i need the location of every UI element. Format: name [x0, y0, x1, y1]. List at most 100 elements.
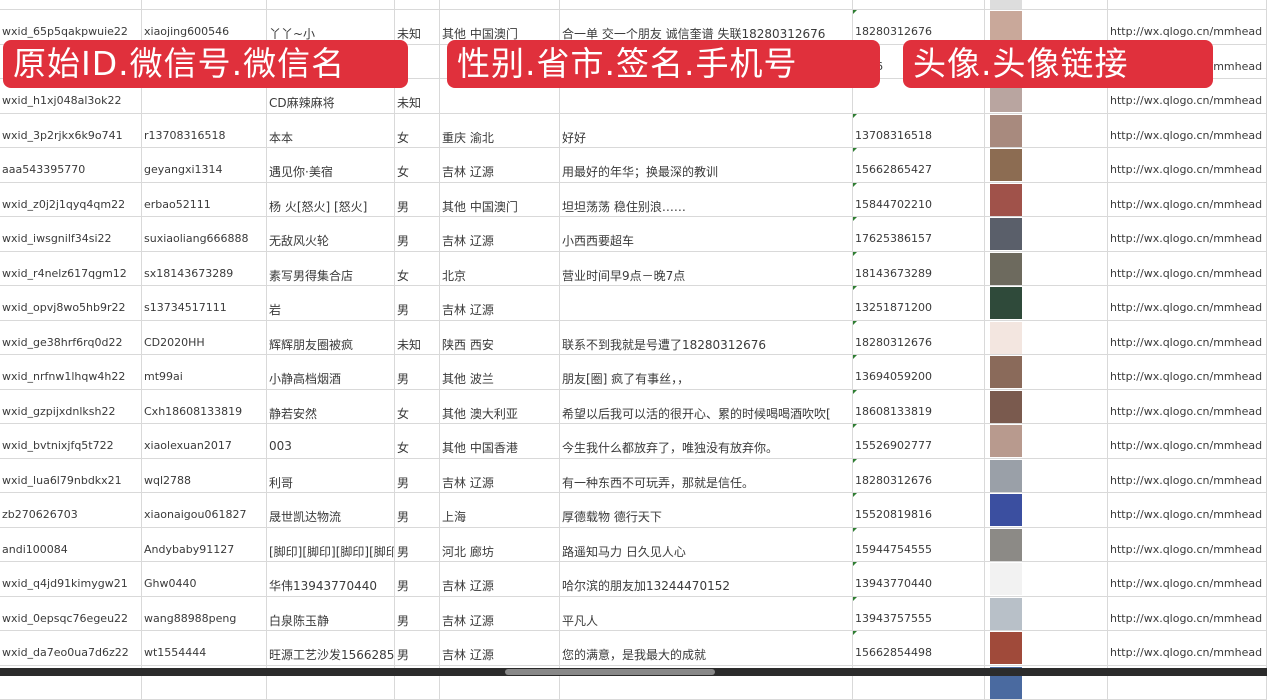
cell-name[interactable]: [脚印][脚印][脚印][脚印]	[267, 528, 395, 562]
cell-avatar[interactable]	[985, 459, 1108, 493]
cell-gender[interactable]: 未知	[395, 321, 440, 355]
cell-region[interactable]: 其他 波兰	[440, 355, 560, 389]
cell-signature[interactable]: 路遥知马力 日久见人心	[560, 528, 853, 562]
cell-wechat[interactable]: Ghw0440	[142, 562, 267, 596]
cell-wechat[interactable]: suxiaoliang666888	[142, 217, 267, 251]
cell-name[interactable]: 辉辉朋友圈被疯	[267, 321, 395, 355]
cell-wechat[interactable]: erbao52111	[142, 183, 267, 217]
cell-url[interactable]: http://wx.qlogo.cn/mmhead	[1108, 493, 1267, 527]
cell-url[interactable]: http://wx.qlogo.cn/mmhead	[1108, 528, 1267, 562]
cell-avatar[interactable]	[985, 183, 1108, 217]
cell-avatar[interactable]	[985, 562, 1108, 596]
cell-id[interactable]: wxid_r4nelz617qgm12	[0, 252, 142, 286]
cell-region[interactable]: 上海	[440, 493, 560, 527]
cell-signature[interactable]: 坦坦荡荡 稳住别浪……	[560, 183, 853, 217]
cell-id[interactable]: wxid_da7eo0ua7d6z22	[0, 631, 142, 665]
cell-name[interactable]	[267, 0, 395, 9]
cell-region[interactable]: 重庆 渝北	[440, 114, 560, 148]
cell-url[interactable]: http://wx.qlogo.cn/mmhead	[1108, 562, 1267, 596]
cell-phone[interactable]: 15520819816	[853, 493, 985, 527]
cell-phone[interactable]: 18280312676	[853, 10, 985, 44]
cell-gender[interactable]: 女	[395, 424, 440, 458]
cell-name[interactable]: 遇见你·美宿	[267, 148, 395, 182]
cell-gender[interactable]: 男	[395, 217, 440, 251]
cell-gender[interactable]: 男	[395, 597, 440, 631]
cell-phone[interactable]: 15944754555	[853, 528, 985, 562]
cell-signature[interactable]: 平凡人	[560, 597, 853, 631]
cell-url[interactable]: http://wx.qlogo.cn/mmhead	[1108, 148, 1267, 182]
horizontal-scrollbar[interactable]	[505, 669, 715, 675]
cell-region[interactable]: 其他 澳大利亚	[440, 390, 560, 424]
cell-gender[interactable]: 男	[395, 631, 440, 665]
cell-url[interactable]: http://wx.qlogo.cn/mmhead	[1108, 10, 1267, 44]
cell-name[interactable]: 003	[267, 424, 395, 458]
cell-avatar[interactable]	[985, 631, 1108, 665]
cell-avatar[interactable]	[985, 252, 1108, 286]
cell-avatar[interactable]	[985, 286, 1108, 320]
cell-gender[interactable]: 男	[395, 286, 440, 320]
cell-gender[interactable]: 男	[395, 183, 440, 217]
cell-gender[interactable]: 男	[395, 562, 440, 596]
cell-wechat[interactable]: wang88988peng	[142, 597, 267, 631]
cell-name[interactable]: 晟世凯达物流	[267, 493, 395, 527]
cell-id[interactable]: wxid_lua6l79nbdkx21	[0, 459, 142, 493]
cell-avatar[interactable]	[985, 528, 1108, 562]
cell-avatar[interactable]	[985, 148, 1108, 182]
cell-gender[interactable]: 男	[395, 493, 440, 527]
cell-signature[interactable]: 营业时间早9点－晚7点	[560, 252, 853, 286]
cell-url[interactable]	[1108, 0, 1267, 9]
cell-url[interactable]: http://wx.qlogo.cn/mmhead	[1108, 355, 1267, 389]
cell-url[interactable]: http://wx.qlogo.cn/mmhead	[1108, 217, 1267, 251]
cell-id[interactable]: andi100084	[0, 528, 142, 562]
cell-signature[interactable]	[560, 286, 853, 320]
cell-wechat[interactable]: wt1554444	[142, 631, 267, 665]
cell-avatar[interactable]	[985, 10, 1108, 44]
cell-url[interactable]: http://wx.qlogo.cn/mmhead	[1108, 459, 1267, 493]
cell-id[interactable]: wxid_0epsqc76egeu22	[0, 597, 142, 631]
cell-name[interactable]: 小静高档烟酒	[267, 355, 395, 389]
cell-gender[interactable]: 男	[395, 459, 440, 493]
cell-phone[interactable]: 18143673289	[853, 252, 985, 286]
cell-name[interactable]: 利哥	[267, 459, 395, 493]
cell-url[interactable]: http://wx.qlogo.cn/mmhead	[1108, 183, 1267, 217]
cell-wechat[interactable]	[142, 0, 267, 9]
cell-gender[interactable]: 女	[395, 114, 440, 148]
cell-phone[interactable]: 18280312676	[853, 321, 985, 355]
cell-region[interactable]: 吉林 辽源	[440, 217, 560, 251]
cell-id[interactable]: aaa543395770	[0, 148, 142, 182]
cell-name[interactable]: 旺源工艺沙发15662854	[267, 631, 395, 665]
cell-name[interactable]: 素写男得集合店	[267, 252, 395, 286]
cell-name[interactable]: 丫丫~小	[267, 10, 395, 44]
cell-region[interactable]: 其他 中国香港	[440, 424, 560, 458]
cell-url[interactable]: http://wx.qlogo.cn/mmhead	[1108, 321, 1267, 355]
cell-id[interactable]: wxid_iwsgnilf34si22	[0, 217, 142, 251]
cell-id[interactable]: wxid_bvtnixjfq5t722	[0, 424, 142, 458]
cell-region[interactable]: 吉林 辽源	[440, 631, 560, 665]
cell-gender[interactable]	[395, 0, 440, 9]
cell-region[interactable]: 北京	[440, 252, 560, 286]
cell-signature[interactable]: 朋友[圈] 疯了有事丝，，	[560, 355, 853, 389]
cell-gender[interactable]: 男	[395, 355, 440, 389]
cell-region[interactable]: 吉林 辽源	[440, 562, 560, 596]
cell-region[interactable]: 吉林 辽源	[440, 597, 560, 631]
cell-wechat[interactable]: sx18143673289	[142, 252, 267, 286]
cell-phone[interactable]: 18608133819	[853, 390, 985, 424]
cell-avatar[interactable]	[985, 390, 1108, 424]
cell-url[interactable]: http://wx.qlogo.cn/mmhead	[1108, 286, 1267, 320]
cell-avatar[interactable]	[985, 0, 1108, 9]
cell-wechat[interactable]: xiaolexuan2017	[142, 424, 267, 458]
cell-id[interactable]: wxid_z0j2j1qyq4qm22	[0, 183, 142, 217]
cell-phone[interactable]: 13251871200	[853, 286, 985, 320]
cell-signature[interactable]: 联系不到我就是号遭了18280312676	[560, 321, 853, 355]
cell-region[interactable]: 其他 中国澳门	[440, 183, 560, 217]
cell-id[interactable]: wxid_65p5qakpwuie22	[0, 10, 142, 44]
cell-url[interactable]: http://wx.qlogo.cn/mmhead	[1108, 114, 1267, 148]
cell-signature[interactable]: 好好	[560, 114, 853, 148]
cell-gender[interactable]: 女	[395, 390, 440, 424]
cell-phone[interactable]: 15526902777	[853, 424, 985, 458]
cell-phone[interactable]: 13943757555	[853, 597, 985, 631]
cell-wechat[interactable]: mt99ai	[142, 355, 267, 389]
cell-region[interactable]: 其他 中国澳门	[440, 10, 560, 44]
cell-wechat[interactable]: s13734517111	[142, 286, 267, 320]
cell-wechat[interactable]: wql2788	[142, 459, 267, 493]
